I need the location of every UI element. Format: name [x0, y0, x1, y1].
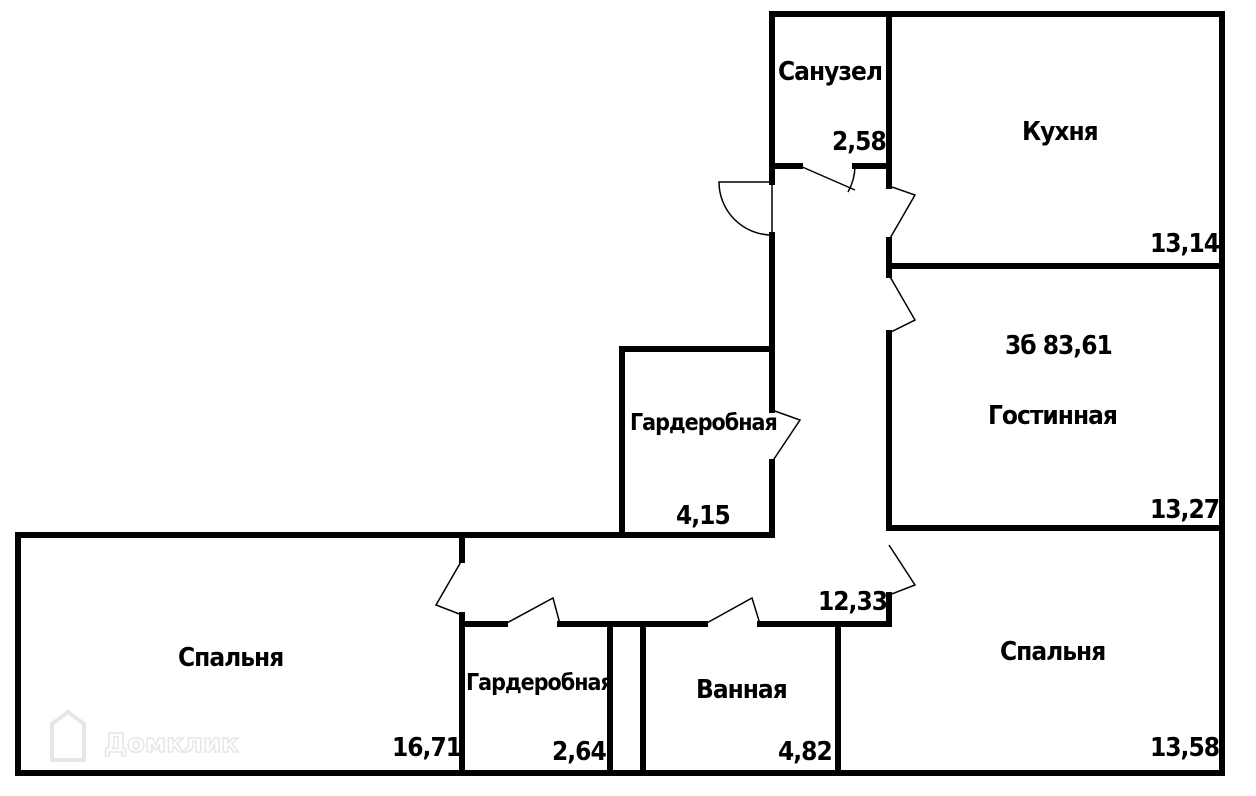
room-area-wardrobe-1: 4,15 — [676, 501, 730, 531]
room-name-bedroom-1: Спальня — [178, 643, 283, 673]
room-name-living: Гостинная — [988, 401, 1117, 431]
room-area-kitchen: 13,14 — [1150, 229, 1220, 259]
room-labels: Санузел 2,58 Кухня 13,14 3б 83,61 Гостин… — [178, 57, 1221, 767]
room-area-bathroom: 4,82 — [778, 737, 832, 767]
room-area-sanuzel: 2,58 — [832, 127, 886, 157]
room-area-living: 13,27 — [1150, 495, 1219, 525]
room-area-hall: 12,33 — [818, 587, 887, 617]
watermark-text: Домклик — [104, 729, 239, 759]
domclick-logo-icon — [50, 709, 86, 762]
room-area-bedroom-1: 16,71 — [392, 733, 461, 763]
doors — [434, 165, 917, 625]
room-name-kitchen: Кухня — [1022, 117, 1098, 147]
room-name-bedroom-2: Спальня — [1000, 637, 1105, 667]
watermark: Домклик — [50, 709, 240, 762]
room-name-wardrobe-1: Гардеробная — [630, 410, 777, 436]
room-name-bathroom: Ванная — [696, 675, 787, 705]
total-area-label: 3б 83,61 — [1005, 331, 1112, 361]
walls — [15, 11, 1225, 776]
room-name-wardrobe-2: Гардеробная — [466, 670, 613, 696]
room-area-wardrobe-2: 2,64 — [552, 737, 606, 767]
room-area-bedroom-2: 13,58 — [1150, 733, 1219, 763]
room-name-sanuzel: Санузел — [778, 57, 882, 87]
